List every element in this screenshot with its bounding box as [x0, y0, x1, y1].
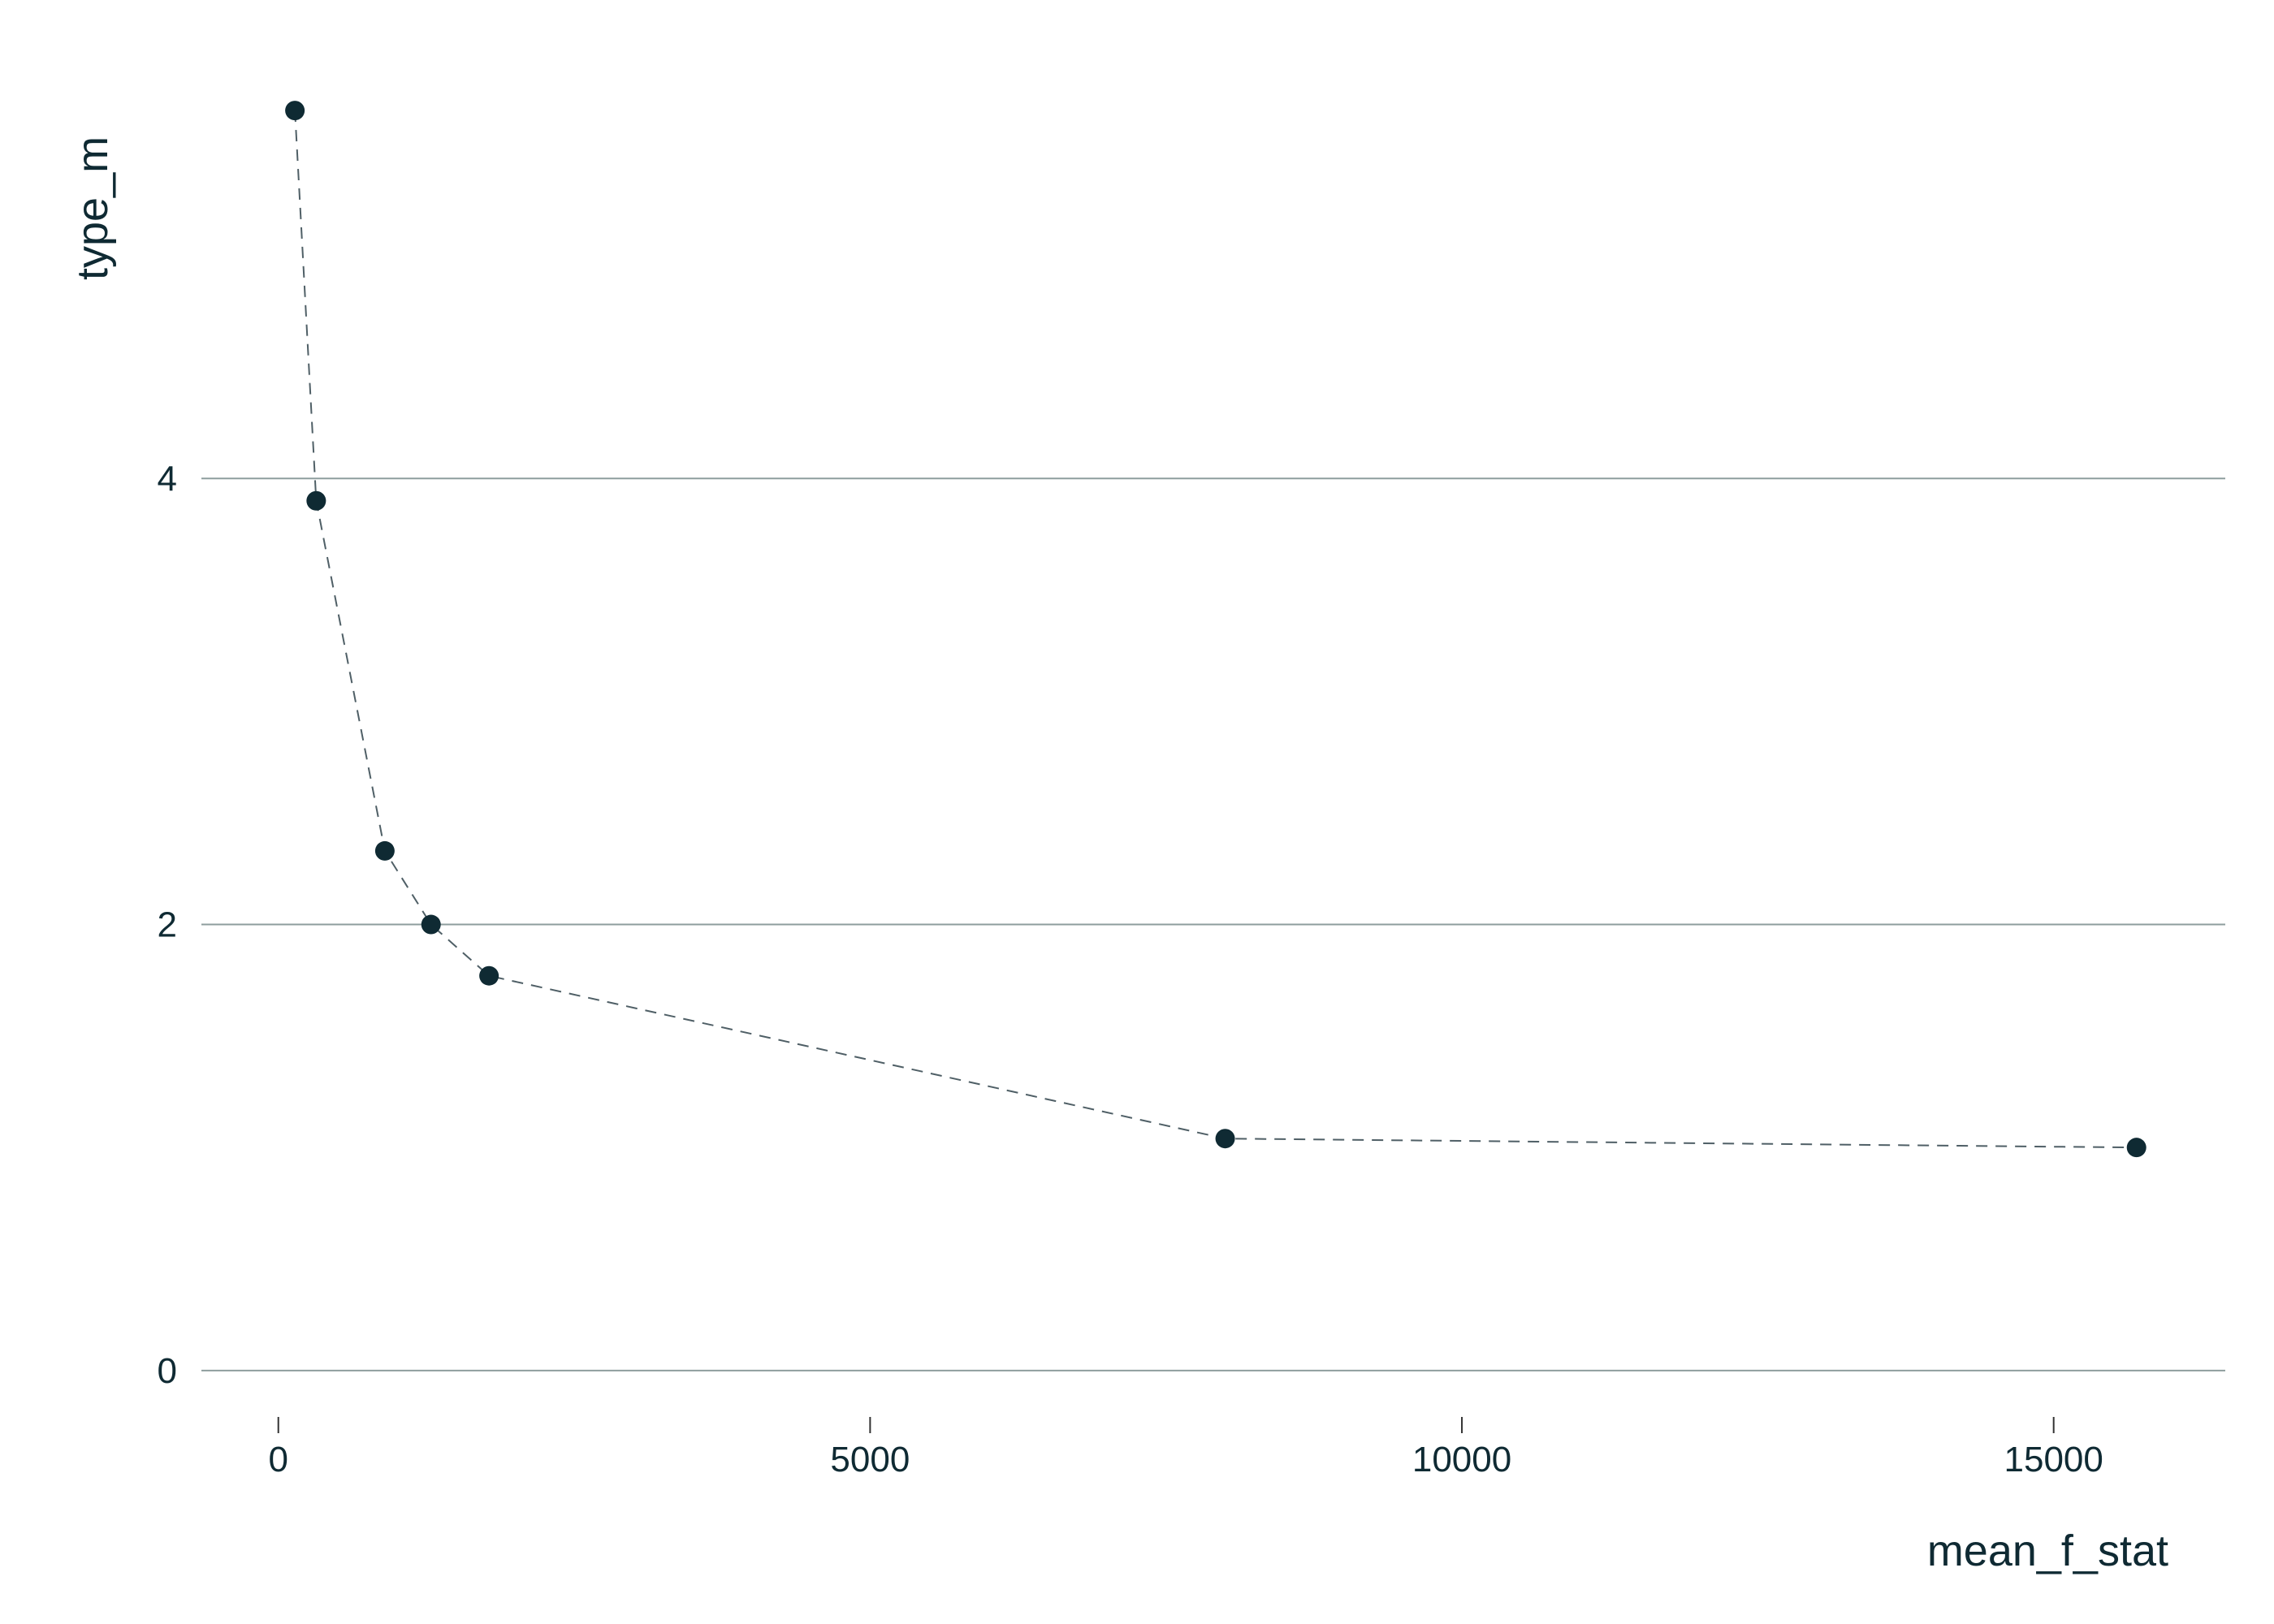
x-axis-title: mean_f_stat — [1927, 1527, 2168, 1575]
y-axis-title: type_m — [68, 136, 117, 280]
data-point-1 — [285, 101, 305, 121]
x-tick-label: 5000 — [830, 1440, 910, 1479]
data-point-6 — [1215, 1129, 1235, 1149]
data-points — [285, 101, 2146, 1158]
series-connector-line — [294, 110, 2137, 1149]
gridlines — [201, 477, 2225, 1371]
y-tick-label: 4 — [158, 459, 177, 499]
data-point-4 — [421, 914, 441, 935]
x-axis: 0 5000 10000 15000 — [268, 1417, 2103, 1479]
data-point-7 — [2126, 1138, 2146, 1158]
y-tick-label: 2 — [158, 905, 177, 945]
x-tick-label: 15000 — [2004, 1440, 2103, 1479]
data-point-2 — [306, 490, 326, 511]
x-tick-label: 10000 — [1412, 1440, 1511, 1479]
y-axis: 0 2 4 — [158, 459, 177, 1391]
data-point-5 — [479, 965, 499, 986]
x-tick-label: 0 — [268, 1440, 287, 1479]
y-tick-label: 0 — [158, 1351, 177, 1391]
data-point-3 — [374, 840, 395, 861]
